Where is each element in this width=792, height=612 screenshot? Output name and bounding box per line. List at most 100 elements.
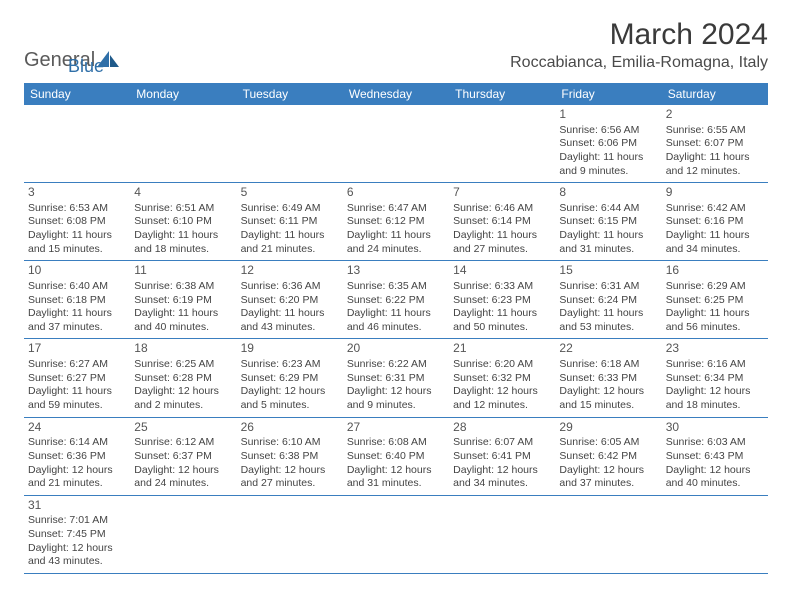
week-row: 10Sunrise: 6:40 AMSunset: 6:18 PMDayligh… [24, 261, 768, 339]
weekday-label: Wednesday [343, 83, 449, 105]
day-info-line: Daylight: 12 hours [134, 464, 232, 478]
day-info-line: Sunrise: 6:33 AM [453, 280, 551, 294]
day-info-line: Sunset: 6:07 PM [666, 137, 764, 151]
day-info-line: Daylight: 12 hours [666, 385, 764, 399]
day-info-line: Sunset: 6:20 PM [241, 294, 339, 308]
day-cell [449, 105, 555, 182]
day-info-line: Sunset: 6:31 PM [347, 372, 445, 386]
day-cell [343, 105, 449, 182]
day-info-line: and 15 minutes. [559, 399, 657, 413]
day-info-line: and 43 minutes. [28, 555, 126, 569]
day-info-line: Sunset: 6:41 PM [453, 450, 551, 464]
day-info-line: and 21 minutes. [241, 243, 339, 257]
day-number: 16 [666, 263, 764, 279]
day-cell: 11Sunrise: 6:38 AMSunset: 6:19 PMDayligh… [130, 261, 236, 338]
day-info-line: Daylight: 11 hours [453, 229, 551, 243]
day-number: 29 [559, 420, 657, 436]
day-info-line: Sunrise: 6:42 AM [666, 202, 764, 216]
day-info-line: Sunset: 6:38 PM [241, 450, 339, 464]
day-info-line: Sunset: 6:06 PM [559, 137, 657, 151]
weekday-label: Sunday [24, 83, 130, 105]
day-info-line: and 18 minutes. [666, 399, 764, 413]
logo-text-blue: Blue [68, 56, 104, 76]
day-number: 14 [453, 263, 551, 279]
week-row: 1Sunrise: 6:56 AMSunset: 6:06 PMDaylight… [24, 105, 768, 183]
day-info-line: Sunrise: 7:01 AM [28, 514, 126, 528]
weekday-label: Friday [555, 83, 661, 105]
day-info-line: Sunset: 6:12 PM [347, 215, 445, 229]
day-info-line: Sunrise: 6:38 AM [134, 280, 232, 294]
weekday-header-row: SundayMondayTuesdayWednesdayThursdayFrid… [24, 83, 768, 105]
day-info-line: Daylight: 11 hours [241, 229, 339, 243]
day-info-line: and 56 minutes. [666, 321, 764, 335]
day-info-line: Sunrise: 6:07 AM [453, 436, 551, 450]
day-info-line: Sunset: 6:08 PM [28, 215, 126, 229]
day-info-line: and 24 minutes. [134, 477, 232, 491]
day-info-line: Sunrise: 6:10 AM [241, 436, 339, 450]
day-info-line: Daylight: 12 hours [241, 464, 339, 478]
day-info-line: Sunset: 6:22 PM [347, 294, 445, 308]
day-info-line: Daylight: 12 hours [559, 464, 657, 478]
weekday-label: Monday [130, 83, 236, 105]
day-info-line: and 40 minutes. [134, 321, 232, 335]
day-info-line: Sunrise: 6:46 AM [453, 202, 551, 216]
day-info-line: Daylight: 11 hours [28, 385, 126, 399]
day-info-line: Sunset: 6:36 PM [28, 450, 126, 464]
day-info-line: and 31 minutes. [559, 243, 657, 257]
day-info-line: Sunrise: 6:44 AM [559, 202, 657, 216]
day-info-line: and 37 minutes. [559, 477, 657, 491]
day-cell: 9Sunrise: 6:42 AMSunset: 6:16 PMDaylight… [662, 183, 768, 260]
week-row: 31Sunrise: 7:01 AMSunset: 7:45 PMDayligh… [24, 496, 768, 574]
day-info-line: Daylight: 11 hours [559, 307, 657, 321]
day-info-line: and 34 minutes. [453, 477, 551, 491]
day-number: 7 [453, 185, 551, 201]
day-info-line: Sunrise: 6:08 AM [347, 436, 445, 450]
day-info-line: Sunset: 6:10 PM [134, 215, 232, 229]
day-cell [449, 496, 555, 573]
day-info-line: Sunset: 6:42 PM [559, 450, 657, 464]
day-info-line: Daylight: 11 hours [134, 307, 232, 321]
day-cell: 26Sunrise: 6:10 AMSunset: 6:38 PMDayligh… [237, 418, 343, 495]
location-text: Roccabianca, Emilia-Romagna, Italy [510, 54, 768, 72]
day-number: 11 [134, 263, 232, 279]
day-number: 3 [28, 185, 126, 201]
day-cell: 7Sunrise: 6:46 AMSunset: 6:14 PMDaylight… [449, 183, 555, 260]
day-number: 23 [666, 341, 764, 357]
day-info-line: Sunset: 6:23 PM [453, 294, 551, 308]
day-cell [24, 105, 130, 182]
weeks-container: 1Sunrise: 6:56 AMSunset: 6:06 PMDaylight… [24, 105, 768, 574]
day-number: 10 [28, 263, 126, 279]
day-cell: 13Sunrise: 6:35 AMSunset: 6:22 PMDayligh… [343, 261, 449, 338]
day-number: 2 [666, 107, 764, 123]
day-info-line: and 53 minutes. [559, 321, 657, 335]
day-cell: 28Sunrise: 6:07 AMSunset: 6:41 PMDayligh… [449, 418, 555, 495]
day-info-line: Daylight: 12 hours [453, 385, 551, 399]
day-info-line: Sunset: 6:16 PM [666, 215, 764, 229]
day-info-line: Daylight: 12 hours [347, 385, 445, 399]
day-cell [343, 496, 449, 573]
day-info-line: Sunrise: 6:56 AM [559, 124, 657, 138]
day-info-line: and 15 minutes. [28, 243, 126, 257]
day-info-line: Sunrise: 6:53 AM [28, 202, 126, 216]
day-info-line: Daylight: 12 hours [28, 542, 126, 556]
day-number: 28 [453, 420, 551, 436]
day-info-line: and 46 minutes. [347, 321, 445, 335]
day-info-line: and 5 minutes. [241, 399, 339, 413]
day-info-line: Daylight: 12 hours [347, 464, 445, 478]
day-info-line: Sunset: 6:33 PM [559, 372, 657, 386]
day-info-line: Daylight: 11 hours [453, 307, 551, 321]
day-cell: 17Sunrise: 6:27 AMSunset: 6:27 PMDayligh… [24, 339, 130, 416]
day-number: 12 [241, 263, 339, 279]
day-number: 18 [134, 341, 232, 357]
day-info-line: and 18 minutes. [134, 243, 232, 257]
day-info-line: Daylight: 11 hours [666, 307, 764, 321]
day-info-line: and 34 minutes. [666, 243, 764, 257]
day-info-line: Daylight: 11 hours [347, 307, 445, 321]
day-info-line: Daylight: 12 hours [241, 385, 339, 399]
day-cell: 4Sunrise: 6:51 AMSunset: 6:10 PMDaylight… [130, 183, 236, 260]
day-cell: 1Sunrise: 6:56 AMSunset: 6:06 PMDaylight… [555, 105, 661, 182]
day-info-line: Sunset: 6:11 PM [241, 215, 339, 229]
day-info-line: Sunrise: 6:36 AM [241, 280, 339, 294]
day-info-line: and 21 minutes. [28, 477, 126, 491]
day-info-line: and 9 minutes. [347, 399, 445, 413]
